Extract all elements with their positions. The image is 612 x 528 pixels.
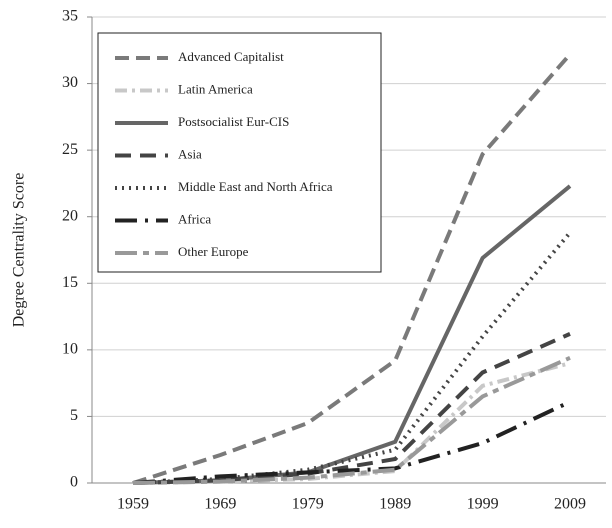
y-tick-label: 25 (62, 141, 78, 158)
x-tick-label: 1959 (117, 496, 149, 513)
y-tick-label: 20 (62, 207, 78, 224)
series-line (132, 356, 571, 485)
y-tick-label: 10 (62, 341, 78, 358)
legend-label: Africa (178, 211, 211, 226)
x-tick-label: 1979 (292, 496, 324, 513)
y-tick-label: 5 (70, 407, 78, 424)
x-tick-label: 1989 (379, 496, 411, 513)
legend-box (97, 32, 382, 273)
y-axis-label: Degree Centrality Score (11, 173, 28, 328)
legend-label: Asia (178, 146, 202, 161)
y-tick-label: 30 (62, 74, 78, 91)
series-line (132, 361, 571, 485)
x-tick-label: 1969 (204, 496, 236, 513)
series-line (132, 52, 572, 485)
legend-label: Middle East and North Africa (178, 179, 333, 194)
y-tick-label: 15 (62, 274, 78, 291)
legend: Advanced Capitalist Latin America Postsoci… (97, 32, 382, 273)
x-tick-label: 1999 (467, 496, 499, 513)
x-tick-label: 2009 (554, 496, 586, 513)
legend-label: Advanced Capitalist (178, 49, 284, 64)
series-line (132, 399, 571, 485)
legend-label: Postsocialist Eur-CIS (178, 114, 289, 129)
y-tick-label: 0 (70, 474, 78, 491)
series-line (132, 332, 571, 485)
legend-label: Other Europe (178, 244, 249, 259)
legend-label: Latin America (178, 81, 253, 96)
y-tick-label: 35 (62, 8, 78, 25)
